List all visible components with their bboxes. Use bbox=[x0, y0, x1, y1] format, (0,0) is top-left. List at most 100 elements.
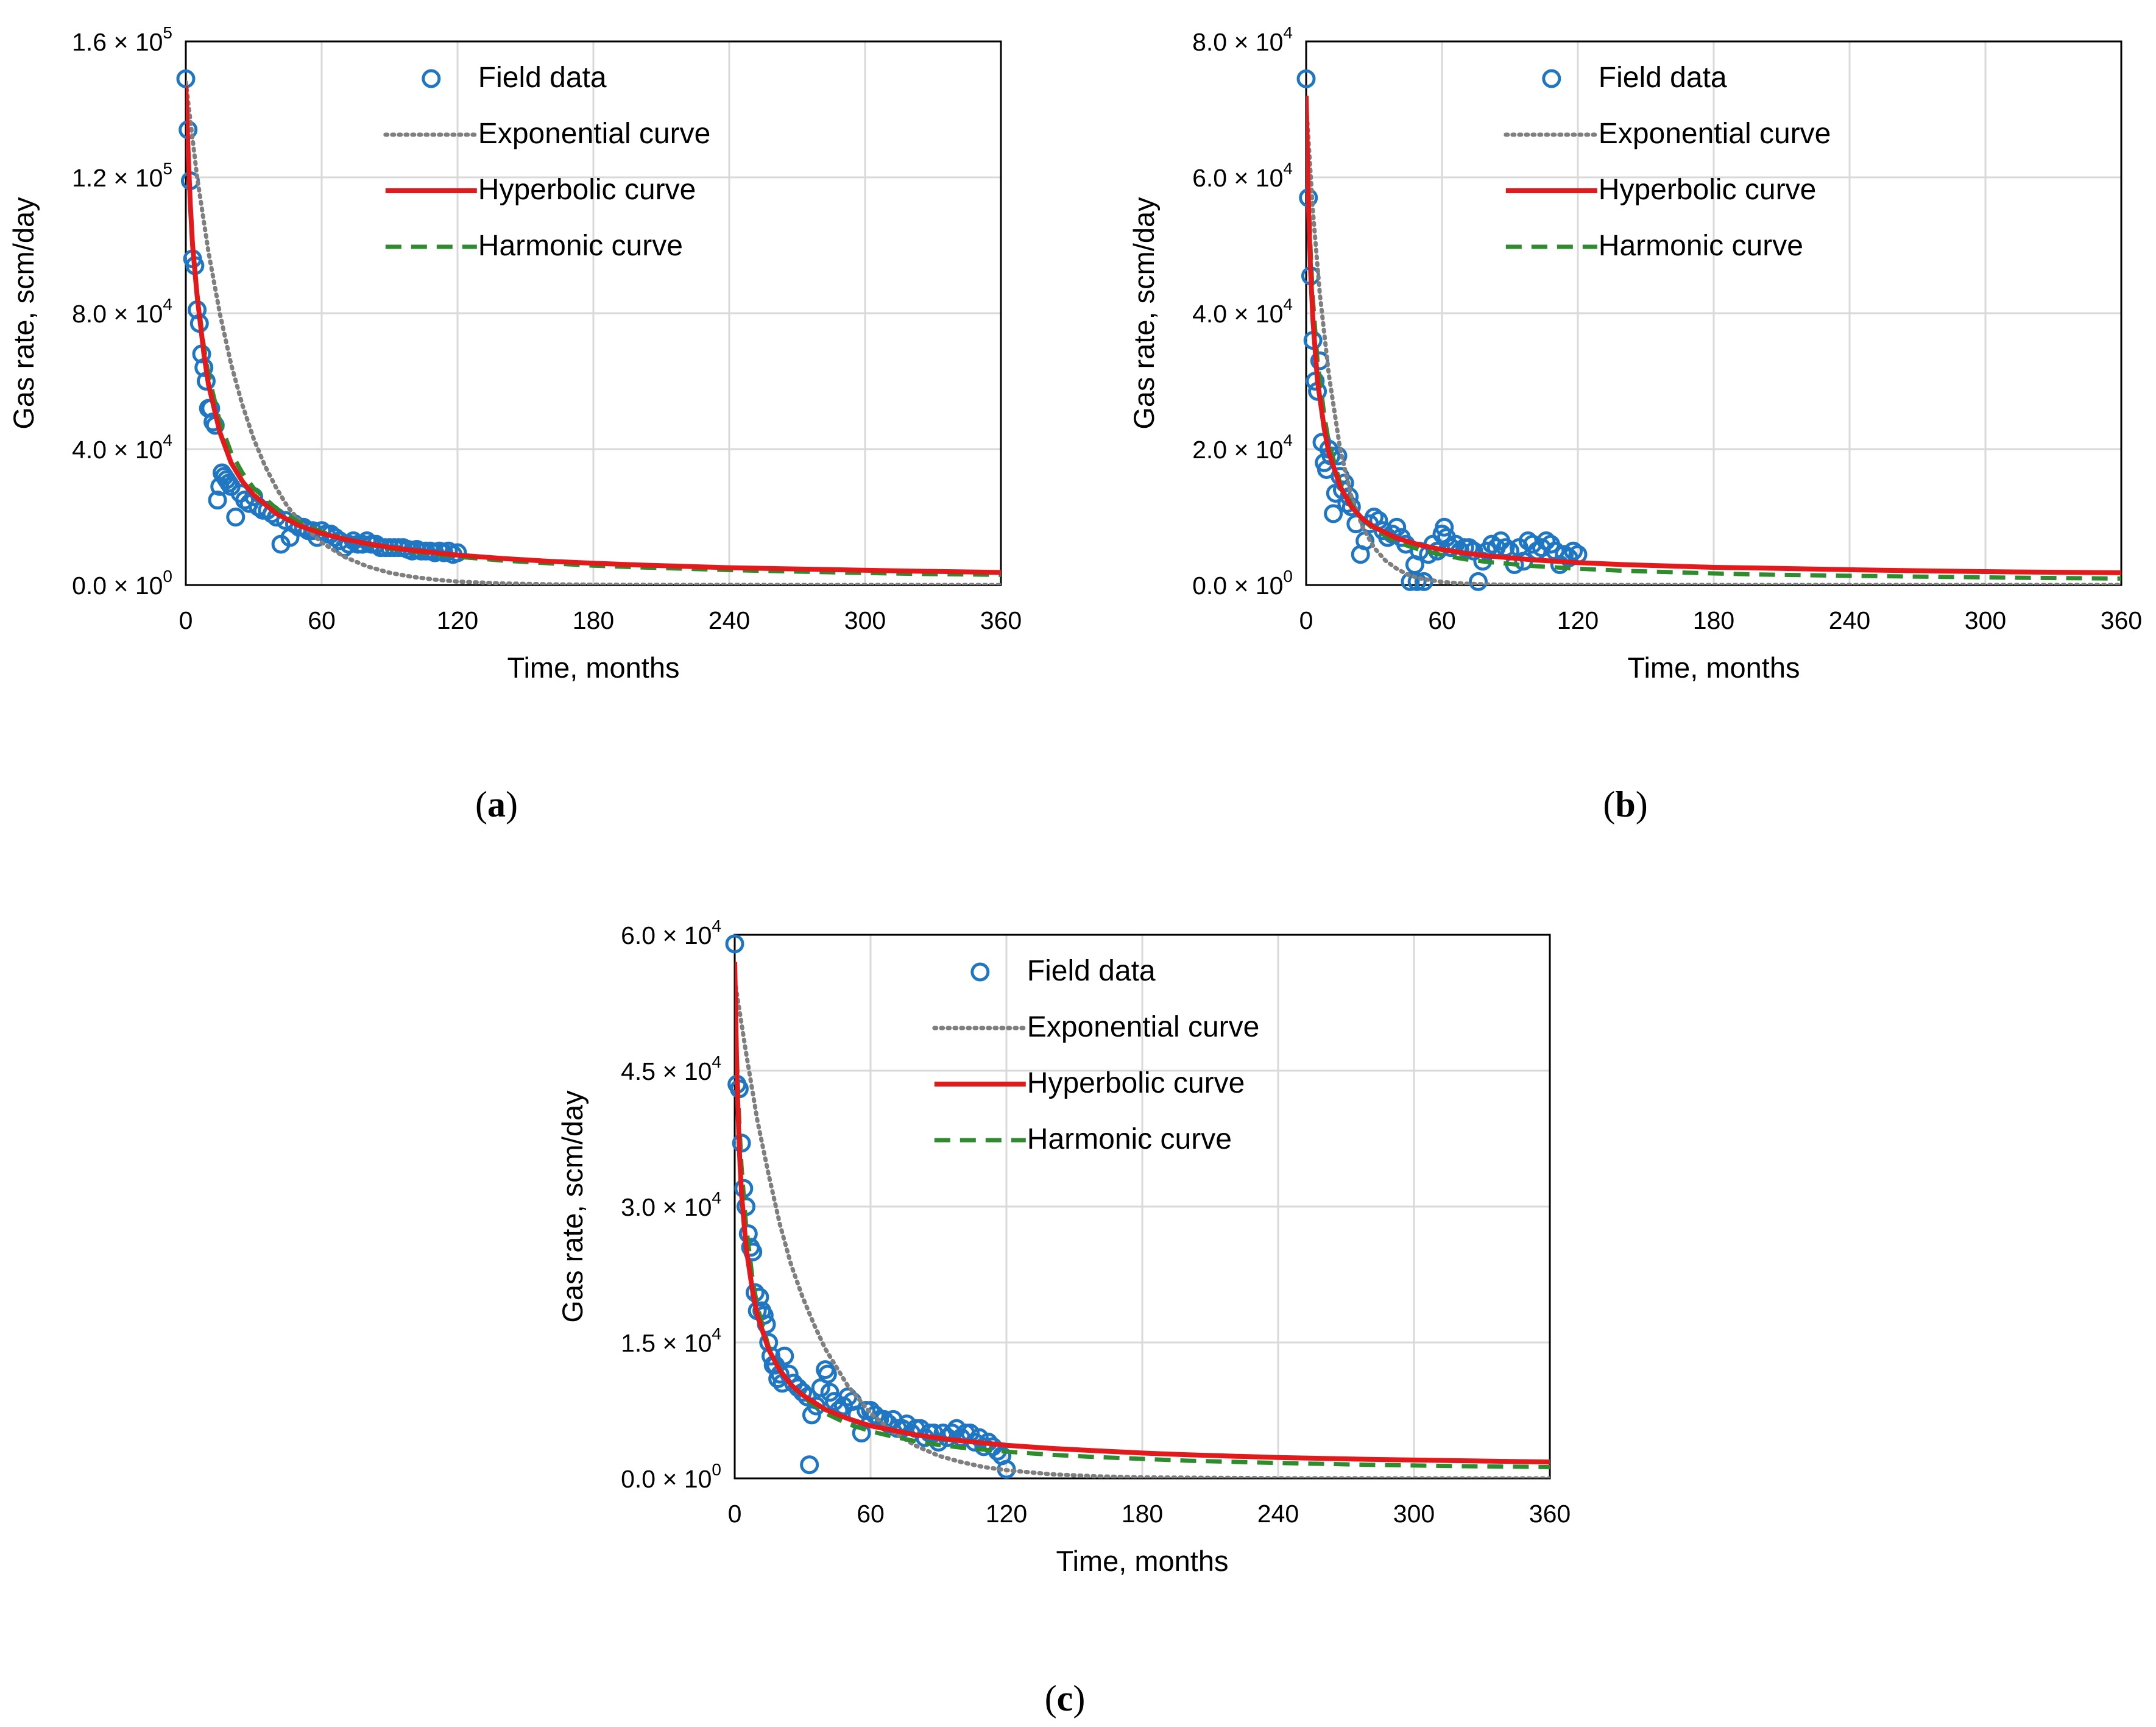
field-data-point bbox=[833, 1396, 853, 1416]
y-tick-label: 1.6 × 105 bbox=[72, 23, 172, 56]
x-tick-label: 300 bbox=[1393, 1500, 1435, 1528]
x-tick-label: 300 bbox=[844, 606, 886, 634]
panel-caption: (c) bbox=[1045, 1678, 1086, 1718]
x-axis-title: Time, months bbox=[1056, 1545, 1229, 1577]
legend-item: Field data bbox=[970, 955, 1156, 987]
chart-panel-c: 0 60 120 180 240 300 360 0.0 × 100 1.5 × 104 3.0 … bbox=[539, 863, 1617, 1727]
field-data-point bbox=[802, 1405, 821, 1425]
x-tick-label: 60 bbox=[857, 1500, 885, 1528]
x-tick-label: 120 bbox=[437, 606, 478, 634]
legend-item: Field data bbox=[1542, 62, 1727, 94]
field-data-point bbox=[226, 508, 246, 527]
y-tick-label: 4.0 × 104 bbox=[1192, 295, 1293, 328]
field-data-point bbox=[1324, 504, 1343, 523]
y-tick-label: 1.2 × 105 bbox=[72, 159, 172, 192]
legend-item: Exponential curve bbox=[1504, 118, 1831, 150]
y-tick-label: 6.0 × 104 bbox=[1192, 159, 1293, 192]
legend-item: Hyperbolic curve bbox=[385, 174, 696, 206]
field-data-point bbox=[969, 1428, 989, 1447]
y-tick-label: 8.0 × 104 bbox=[72, 295, 172, 328]
x-tick-label: 240 bbox=[1257, 1500, 1299, 1528]
legend-label: Field data bbox=[478, 62, 607, 94]
legend-label: Harmonic curve bbox=[478, 230, 683, 262]
legend: Field data Exponential curve Hyperbolic cu… bbox=[1504, 62, 1831, 262]
legend-marker-field-data bbox=[422, 69, 441, 88]
legend-item: Harmonic curve bbox=[934, 1123, 1232, 1155]
legend-item: Harmonic curve bbox=[1505, 230, 1803, 262]
legend-label: Hyperbolic curve bbox=[1027, 1067, 1245, 1099]
x-tick-label: 120 bbox=[1557, 606, 1599, 634]
field-data-point bbox=[725, 934, 744, 954]
series-field-data bbox=[725, 934, 1016, 1479]
x-axis-title: Time, months bbox=[507, 651, 680, 684]
legend-item: Exponential curve bbox=[932, 1011, 1260, 1043]
legend-label: Exponential curve bbox=[478, 118, 711, 150]
x-tick-labels: 0 60 120 180 240 300 360 bbox=[1299, 606, 2143, 634]
x-tick-labels: 0 60 120 180 240 300 360 bbox=[728, 1500, 1571, 1528]
chart-panel-a: 0 60 120 180 240 300 360 0.0 × 100 4.0 × 104 8.0 … bbox=[0, 0, 1078, 863]
legend-item: Field data bbox=[422, 62, 607, 94]
legend-label: Hyperbolic curve bbox=[1599, 174, 1816, 206]
legend-item: Exponential curve bbox=[383, 118, 711, 150]
legend-item: Hyperbolic curve bbox=[1505, 174, 1816, 206]
legend-label: Exponential curve bbox=[1027, 1011, 1260, 1043]
legend-label: Hyperbolic curve bbox=[478, 174, 696, 206]
legend-item: Hyperbolic curve bbox=[934, 1067, 1245, 1099]
field-data-point bbox=[1387, 517, 1407, 537]
y-tick-label: 0.0 × 100 bbox=[621, 1460, 721, 1493]
field-data-point bbox=[865, 1405, 885, 1425]
y-tick-label: 4.0 × 104 bbox=[72, 431, 172, 464]
y-tick-label: 3.0 × 104 bbox=[621, 1188, 721, 1221]
x-tick-label: 0 bbox=[179, 606, 193, 634]
x-tick-label: 240 bbox=[709, 606, 750, 634]
field-data-point bbox=[775, 1346, 794, 1366]
field-data-point bbox=[800, 1455, 819, 1475]
y-tick-labels: 0.0 × 100 4.0 × 104 8.0 × 104 1.2 × 105 1.6 … bbox=[72, 23, 172, 600]
series-exponential-curve-line bbox=[1306, 100, 2121, 585]
y-tick-label: 6.0 × 104 bbox=[621, 917, 721, 949]
x-tick-label: 240 bbox=[1829, 606, 1870, 634]
y-tick-labels: 0.0 × 100 1.5 × 104 3.0 × 104 4.5 × 104 6.0 … bbox=[621, 917, 721, 1493]
series-hyperbolic-curve-line bbox=[1306, 96, 2121, 575]
x-tick-label: 0 bbox=[728, 1500, 742, 1528]
y-tick-label: 2.0 × 104 bbox=[1192, 431, 1293, 464]
chart-svg-b: 0 60 120 180 240 300 360 0.0 × 100 2.0 × 104 4.0 … bbox=[1128, 23, 2143, 824]
field-data-point bbox=[1407, 572, 1427, 591]
legend-label: Exponential curve bbox=[1599, 118, 1831, 150]
series-harmonic-curve-line bbox=[735, 980, 1550, 1469]
chart-panel-b: 0 60 120 180 240 300 360 0.0 × 100 2.0 × 104 4.0 … bbox=[1078, 0, 2156, 863]
field-data-point bbox=[1310, 351, 1329, 371]
x-tick-label: 360 bbox=[980, 606, 1022, 634]
y-tick-labels: 0.0 × 100 2.0 × 104 4.0 × 104 6.0 × 104 8.0 … bbox=[1192, 23, 1293, 600]
y-tick-label: 8.0 × 104 bbox=[1192, 23, 1293, 56]
plot-area-frame bbox=[185, 40, 1002, 586]
legend-marker-field-data bbox=[1542, 69, 1561, 88]
legend: Field data Exponential curve Hyperbolic cu… bbox=[932, 955, 1260, 1155]
x-tick-label: 0 bbox=[1299, 606, 1313, 634]
y-tick-label: 0.0 × 100 bbox=[1192, 567, 1293, 600]
field-data-point bbox=[1346, 514, 1366, 534]
x-tick-label: 60 bbox=[1428, 606, 1456, 634]
x-tick-labels: 0 60 120 180 240 300 360 bbox=[179, 606, 1022, 634]
field-data-point bbox=[1296, 69, 1316, 88]
field-data-point bbox=[820, 1383, 839, 1402]
x-tick-label: 180 bbox=[1693, 606, 1734, 634]
legend-item: Harmonic curve bbox=[385, 230, 683, 262]
chart-svg-c: 0 60 120 180 240 300 360 0.0 × 100 1.5 × 104 3.0 … bbox=[556, 917, 1571, 1718]
y-tick-label: 1.5 × 104 bbox=[621, 1324, 721, 1357]
y-tick-label: 4.5 × 104 bbox=[621, 1052, 721, 1085]
legend-label: Field data bbox=[1599, 62, 1727, 94]
x-tick-label: 360 bbox=[1529, 1500, 1571, 1528]
x-tick-label: 120 bbox=[986, 1500, 1027, 1528]
y-tick-label: 0.0 × 100 bbox=[72, 567, 172, 600]
series-hyperbolic-curve-line bbox=[735, 962, 1550, 1465]
field-data-point bbox=[208, 491, 227, 510]
field-data-point bbox=[1341, 497, 1361, 517]
x-axis-title: Time, months bbox=[1628, 651, 1800, 684]
legend-label: Harmonic curve bbox=[1027, 1123, 1232, 1155]
x-tick-label: 60 bbox=[308, 606, 336, 634]
legend-marker-field-data bbox=[970, 962, 990, 982]
series-exponential-curve-line bbox=[186, 80, 1001, 585]
panel-caption: (b) bbox=[1603, 784, 1647, 824]
